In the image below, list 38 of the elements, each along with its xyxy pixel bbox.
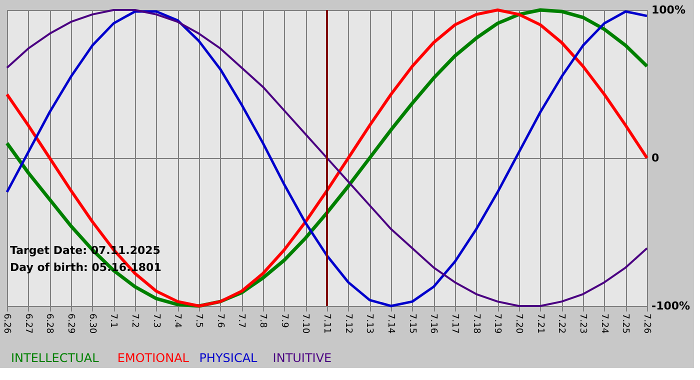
x-tick-label: 7.6: [214, 314, 225, 328]
x-tick-label: 7.19: [492, 314, 502, 334]
x-tick-label: 7.8: [258, 314, 268, 328]
text: INTELLECTUAL: [11, 351, 100, 365]
x-tick-label: 7.18: [470, 314, 481, 334]
x-tick-label: 7.12: [342, 314, 353, 334]
x-tick-label: 7.5: [194, 314, 204, 328]
x-tick-label: 7.14: [386, 314, 396, 334]
y-tick-label: -100%: [652, 300, 690, 312]
x-tick-label: 7.4: [172, 314, 182, 328]
x-tick-label: 6.29: [66, 314, 76, 334]
x-tick-label: 7.3: [150, 314, 161, 328]
x-tick-label: 6.30: [86, 314, 97, 334]
x-tick-label: 6.28: [44, 314, 54, 334]
x-tick-label: 7.16: [428, 314, 438, 334]
x-tick-label: 7.10: [300, 314, 310, 334]
x-tick-label: 7.1: [108, 314, 118, 328]
x-tick-label: 7.22: [556, 314, 566, 334]
x-tick-label: 7.23: [578, 314, 588, 334]
x-tick-label: 7.15: [406, 314, 417, 334]
x-tick-label: 7.2: [130, 314, 140, 328]
x-tick-label: 7.17: [450, 314, 460, 334]
x-tick-label: 7.26: [642, 314, 652, 334]
text: INTUITIVE: [272, 351, 332, 365]
x-tick-label: 6.26: [2, 314, 12, 334]
x-tick-label: 7.21: [534, 314, 545, 334]
x-tick-label: 6.27: [22, 314, 33, 334]
y-tick-label: 100%: [652, 4, 686, 16]
text: PHYSICAL: [199, 351, 258, 365]
text: EMOTIONAL: [117, 351, 190, 365]
x-tick-label: 7.25: [620, 314, 630, 334]
x-tick-label: 7.24: [598, 314, 609, 334]
x-tick-label: 7.9: [278, 314, 289, 328]
x-tick-label: 7.7: [236, 314, 246, 328]
x-tick-label: 7.20: [514, 314, 524, 334]
y-tick-label: 0: [652, 152, 660, 164]
x-tick-label: 7.13: [364, 314, 374, 334]
x-tick-label: 7.11: [322, 314, 332, 334]
